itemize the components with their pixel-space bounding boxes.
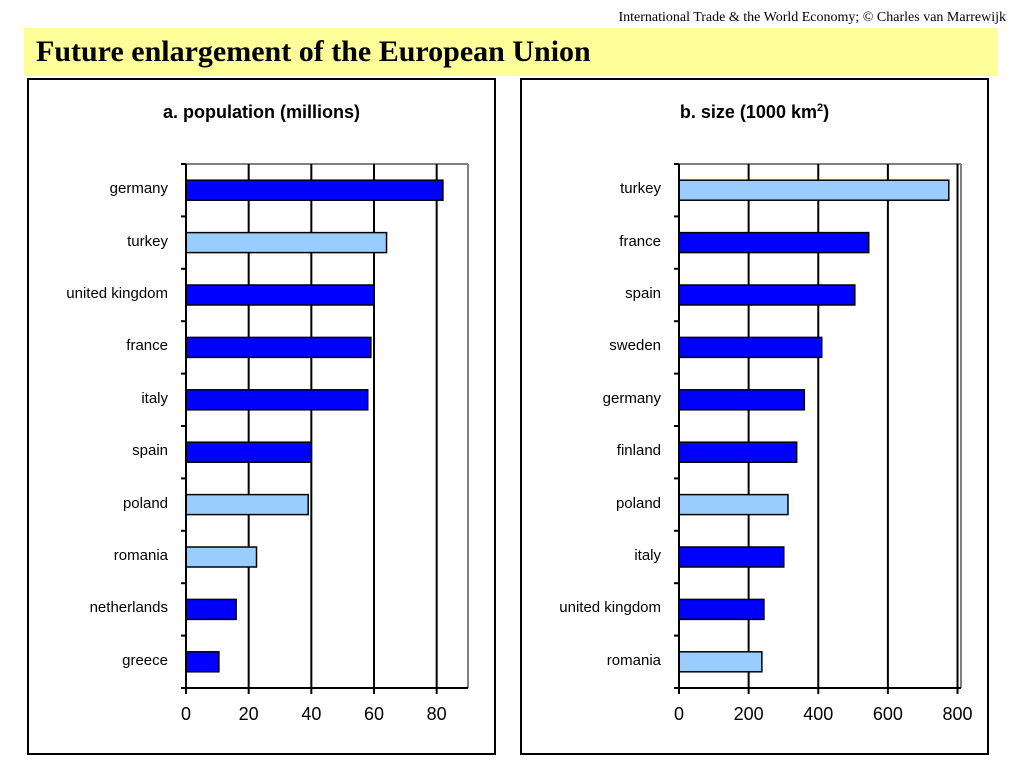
bar-turkey bbox=[678, 179, 950, 201]
category-label: spain bbox=[132, 442, 168, 460]
bar-greece bbox=[185, 651, 220, 673]
x-tick-label: 40 bbox=[301, 704, 322, 724]
bar-italy bbox=[185, 389, 369, 411]
chart-title-population: a. population (millions) bbox=[163, 102, 360, 122]
size-bar-chart bbox=[674, 163, 962, 694]
bar-germany bbox=[678, 389, 806, 411]
bar-finland bbox=[678, 441, 798, 463]
bar-spain bbox=[678, 284, 856, 306]
x-tick-label: 800 bbox=[942, 704, 973, 724]
x-tick-label: 80 bbox=[426, 704, 447, 724]
category-label: poland bbox=[615, 494, 661, 512]
category-label: spain bbox=[625, 285, 661, 302]
category-label: turkey bbox=[127, 232, 168, 250]
bar-italy bbox=[678, 546, 785, 568]
category-label: italy bbox=[634, 547, 661, 564]
chart-panel-size: b. size (1000 km2) turkey france spain swed… bbox=[520, 78, 989, 755]
category-label: poland bbox=[122, 494, 168, 512]
category-label: germany bbox=[602, 389, 661, 407]
bar-romania bbox=[185, 546, 258, 568]
bar-spain bbox=[185, 441, 313, 463]
bar-germany bbox=[185, 179, 444, 201]
x-tick-label: 60 bbox=[363, 704, 385, 724]
category-label: france bbox=[126, 337, 168, 355]
bar-united-kingdom bbox=[678, 598, 765, 621]
category-label: finland bbox=[616, 442, 661, 460]
bar-romania bbox=[678, 651, 763, 673]
title-band: Future enlargement of the European Union bbox=[24, 28, 998, 76]
x-tick-label: 200 bbox=[733, 704, 764, 724]
category-label: germany bbox=[109, 180, 168, 198]
bar-poland bbox=[678, 493, 789, 516]
category-label: netherlands bbox=[89, 599, 168, 617]
category-label: sweden bbox=[609, 337, 661, 355]
category-label: turkey bbox=[620, 180, 661, 198]
population-bar-chart bbox=[181, 163, 469, 694]
category-label: italy bbox=[141, 389, 168, 407]
category-label: greece bbox=[122, 651, 168, 669]
bar-poland bbox=[185, 493, 309, 516]
bar-united-kingdom bbox=[185, 284, 375, 306]
credit-line: International Trade & the World Economy;… bbox=[618, 10, 1006, 25]
category-label: romania bbox=[113, 547, 168, 564]
bar-netherlands bbox=[185, 598, 237, 621]
category-label: united kingdom bbox=[66, 285, 168, 302]
bar-sweden bbox=[678, 336, 823, 359]
bar-turkey bbox=[185, 231, 388, 254]
bar-france bbox=[678, 231, 870, 254]
category-label: united kingdom bbox=[559, 599, 661, 617]
x-tick-label: 0 bbox=[180, 704, 191, 724]
x-tick-label: 0 bbox=[673, 704, 684, 724]
bar-france bbox=[185, 336, 372, 359]
category-label: france bbox=[619, 232, 661, 250]
page-title: Future enlargement of the European Union bbox=[36, 35, 591, 68]
x-tick-label: 400 bbox=[803, 704, 834, 724]
chart-panel-population: a. population (millions) germany turkey un… bbox=[27, 78, 496, 755]
chart-title-size: b. size (1000 km2) bbox=[679, 102, 830, 122]
category-label: romania bbox=[606, 651, 661, 669]
x-tick-label: 20 bbox=[238, 704, 259, 724]
x-tick-label: 600 bbox=[872, 704, 903, 724]
